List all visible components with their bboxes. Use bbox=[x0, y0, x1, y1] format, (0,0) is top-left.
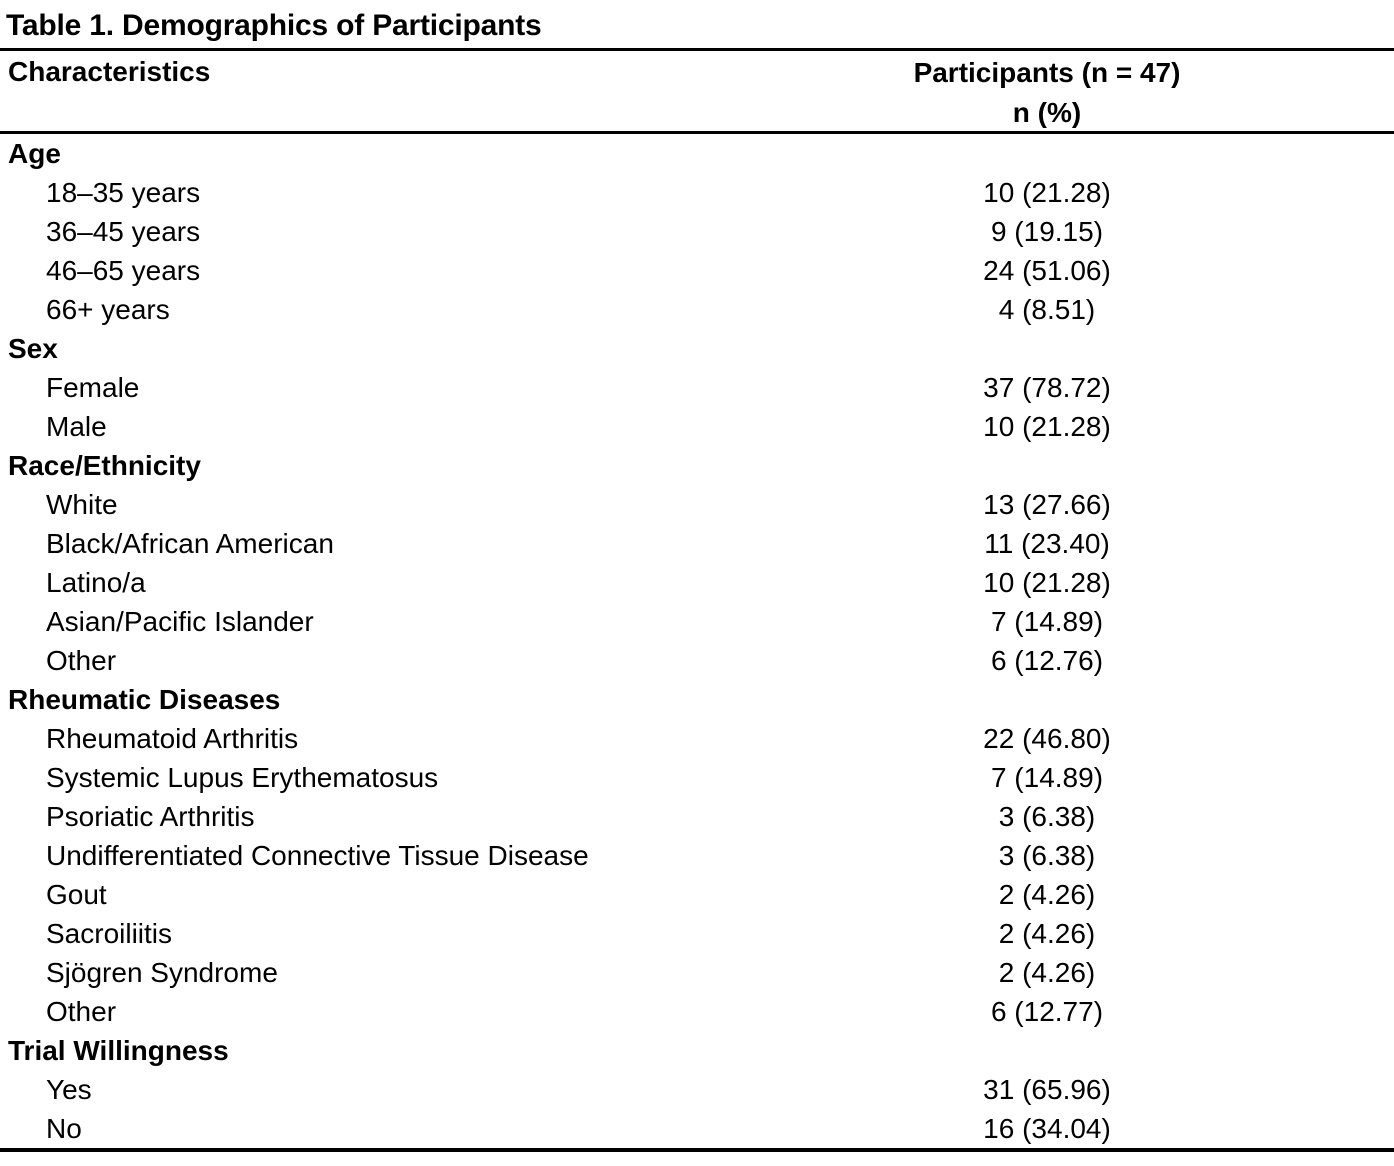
section-header-row: Rheumatic Diseases bbox=[0, 680, 1394, 719]
row-label: Psoriatic Arthritis bbox=[46, 801, 255, 832]
row-value: 7 (14.89) bbox=[990, 606, 1104, 637]
row-value: 3 (6.38) bbox=[998, 801, 1096, 832]
row-label: 18–35 years bbox=[46, 177, 201, 208]
row-value: 22 (46.80) bbox=[983, 723, 1111, 754]
section-value-blank bbox=[700, 1031, 1394, 1070]
row-label: Sacroiliitis bbox=[46, 918, 173, 949]
row-value: 6 (12.76) bbox=[990, 645, 1104, 676]
row-value: 9 (19.15) bbox=[990, 216, 1104, 247]
table-row: Undifferentiated Connective Tissue Disea… bbox=[0, 836, 1394, 875]
row-value: 16 (34.04) bbox=[983, 1113, 1111, 1144]
bottom-rule bbox=[0, 1148, 1394, 1152]
table-row: Asian/Pacific Islander 7 (14.89) bbox=[0, 602, 1394, 641]
table-row: Latino/a 10 (21.28) bbox=[0, 563, 1394, 602]
section-header-row: Trial Willingness bbox=[0, 1031, 1394, 1070]
row-label: Gout bbox=[46, 879, 107, 910]
table-row: Male 10 (21.28) bbox=[0, 407, 1394, 446]
table-row: Other 6 (12.77) bbox=[0, 992, 1394, 1031]
row-value: 3 (6.38) bbox=[998, 840, 1096, 871]
row-label: 46–65 years bbox=[46, 255, 201, 286]
row-label: Systemic Lupus Erythematosus bbox=[46, 762, 439, 793]
header-rule bbox=[0, 131, 1394, 134]
row-value: 13 (27.66) bbox=[983, 489, 1111, 520]
row-label: Male bbox=[46, 411, 107, 442]
table-row: 66+ years 4 (8.51) bbox=[0, 290, 1394, 329]
row-label: Other bbox=[46, 996, 117, 1027]
table-row: Female 37 (78.72) bbox=[0, 368, 1394, 407]
table-row: 46–65 years 24 (51.06) bbox=[0, 251, 1394, 290]
row-value: 11 (23.40) bbox=[984, 528, 1110, 559]
row-label: Other bbox=[46, 645, 117, 676]
table-row: Sacroiliitis 2 (4.26) bbox=[0, 914, 1394, 953]
section-header-row: Age bbox=[0, 134, 1394, 173]
table-row: Other 6 (12.76) bbox=[0, 641, 1394, 680]
row-label: Undifferentiated Connective Tissue Disea… bbox=[46, 840, 589, 871]
row-label: White bbox=[46, 489, 118, 520]
row-value: 2 (4.26) bbox=[998, 879, 1096, 910]
column-header-participants-line1: Participants (n = 47) bbox=[913, 57, 1181, 88]
row-value: 6 (12.77) bbox=[990, 996, 1104, 1027]
table-row: 18–35 years 10 (21.28) bbox=[0, 173, 1394, 212]
row-value: 24 (51.06) bbox=[983, 255, 1111, 286]
section-label: Race/Ethnicity bbox=[8, 450, 201, 481]
row-label: Sjögren Syndrome bbox=[46, 957, 278, 988]
section-value-blank bbox=[700, 680, 1394, 719]
row-value: 37 (78.72) bbox=[983, 372, 1111, 403]
table-row: Yes 31 (65.96) bbox=[0, 1070, 1394, 1109]
row-label: 66+ years bbox=[46, 294, 170, 325]
table-row: Gout 2 (4.26) bbox=[0, 875, 1394, 914]
section-label: Rheumatic Diseases bbox=[8, 684, 281, 715]
row-value: 31 (65.96) bbox=[983, 1074, 1111, 1105]
top-rule bbox=[0, 48, 1394, 51]
row-label: No bbox=[46, 1113, 82, 1144]
section-label: Sex bbox=[8, 333, 58, 364]
row-label: Black/African American bbox=[46, 528, 334, 559]
row-value: 7 (14.89) bbox=[990, 762, 1104, 793]
table-row: Psoriatic Arthritis 3 (6.38) bbox=[0, 797, 1394, 836]
table-header-row: Characteristics Participants (n = 47) n … bbox=[0, 51, 1394, 131]
column-header-participants-line2: n (%) bbox=[1012, 97, 1082, 128]
table-body: Age 18–35 years 10 (21.28) 36–45 years 9… bbox=[0, 134, 1394, 1148]
row-label: Female bbox=[46, 372, 140, 403]
table-row: 36–45 years 9 (19.15) bbox=[0, 212, 1394, 251]
row-label: 36–45 years bbox=[46, 216, 201, 247]
row-value: 4 (8.51) bbox=[998, 294, 1096, 325]
table-title: Table 1. Demographics of Participants bbox=[6, 9, 542, 42]
row-label: Asian/Pacific Islander bbox=[46, 606, 314, 637]
column-header-characteristics: Characteristics bbox=[8, 56, 211, 87]
table-row: Black/African American 11 (23.40) bbox=[0, 524, 1394, 563]
column-header-participants: Participants (n = 47) n (%) bbox=[700, 51, 1394, 131]
section-label: Age bbox=[8, 138, 61, 169]
row-value: 10 (21.28) bbox=[983, 567, 1111, 598]
row-value: 2 (4.26) bbox=[998, 957, 1096, 988]
row-value: 10 (21.28) bbox=[983, 411, 1111, 442]
table-row: White 13 (27.66) bbox=[0, 485, 1394, 524]
table-row: Rheumatoid Arthritis 22 (46.80) bbox=[0, 719, 1394, 758]
row-value: 2 (4.26) bbox=[998, 918, 1096, 949]
section-header-row: Race/Ethnicity bbox=[0, 446, 1394, 485]
table-row: No 16 (34.04) bbox=[0, 1109, 1394, 1148]
section-label: Trial Willingness bbox=[8, 1035, 229, 1066]
row-label: Latino/a bbox=[46, 567, 146, 598]
table-row: Systemic Lupus Erythematosus 7 (14.89) bbox=[0, 758, 1394, 797]
table-row: Sjögren Syndrome 2 (4.26) bbox=[0, 953, 1394, 992]
section-header-row: Sex bbox=[0, 329, 1394, 368]
row-label: Yes bbox=[46, 1074, 92, 1105]
section-value-blank bbox=[700, 134, 1394, 173]
row-label: Rheumatoid Arthritis bbox=[46, 723, 299, 754]
section-value-blank bbox=[700, 329, 1394, 368]
section-value-blank bbox=[700, 446, 1394, 485]
row-value: 10 (21.28) bbox=[983, 177, 1111, 208]
